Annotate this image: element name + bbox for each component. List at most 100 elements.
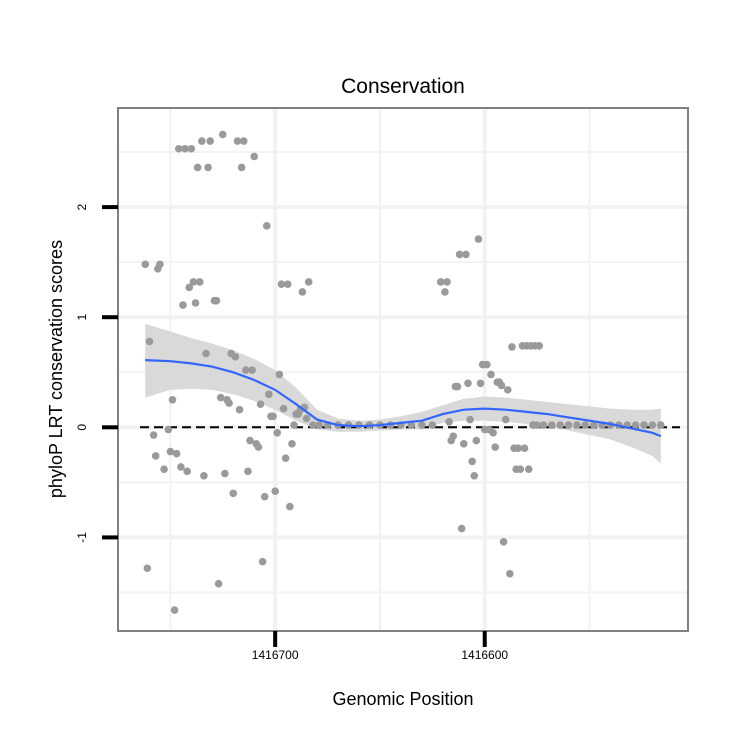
data-point <box>489 429 497 437</box>
plot-area: 1416700 1416600 -1 0 1 2 <box>75 107 689 662</box>
data-point <box>204 163 212 172</box>
chart-title: Conservation <box>341 75 465 98</box>
y-axis-label: phyloP LRT conservation scores <box>46 240 66 498</box>
smooth-trend-line <box>145 359 662 438</box>
data-point <box>198 137 206 145</box>
data-point <box>195 278 204 286</box>
data-point <box>242 366 250 374</box>
data-point <box>172 449 181 458</box>
data-point <box>200 471 208 480</box>
data-point <box>407 421 416 429</box>
data-point <box>443 278 451 286</box>
data-point <box>225 399 233 407</box>
data-point <box>564 421 573 429</box>
data-point <box>533 421 541 429</box>
data-point <box>656 421 665 429</box>
data-point <box>453 382 462 391</box>
data-point <box>457 524 466 533</box>
data-point <box>246 436 254 445</box>
data-point <box>143 564 152 573</box>
data-point <box>499 538 508 546</box>
data-point <box>497 381 506 390</box>
data-point <box>503 386 512 394</box>
data-point <box>191 299 200 307</box>
data-point <box>269 412 277 421</box>
data-point <box>556 421 564 429</box>
y-tick-label: 0 <box>75 424 89 431</box>
data-point <box>547 421 556 429</box>
data-point <box>474 235 483 243</box>
data-point <box>436 278 445 286</box>
data-point <box>290 421 298 429</box>
data-point <box>164 425 173 434</box>
data-point <box>506 569 514 578</box>
data-point <box>491 443 500 451</box>
data-point <box>239 137 248 145</box>
data-point <box>581 421 590 429</box>
data-point <box>235 405 244 414</box>
data-point <box>229 489 238 498</box>
data-point <box>520 444 529 453</box>
data-point <box>459 440 468 448</box>
data-point <box>216 393 225 402</box>
data-point <box>214 579 223 588</box>
data-point <box>202 349 210 358</box>
data-point <box>589 421 598 429</box>
data-point <box>160 465 168 473</box>
data-point <box>466 415 474 424</box>
plot-border <box>117 107 689 632</box>
y-tick-label: 2 <box>75 203 89 210</box>
data-point <box>237 163 246 172</box>
data-point <box>468 457 476 466</box>
data-point <box>156 260 164 269</box>
data-point <box>535 342 544 350</box>
data-point <box>449 432 458 440</box>
data-point <box>573 421 581 429</box>
data-point <box>539 421 548 429</box>
data-point <box>174 144 183 153</box>
data-point <box>428 421 437 429</box>
data-point <box>514 444 523 453</box>
data-point <box>187 144 196 153</box>
data-point <box>524 465 533 473</box>
data-point <box>149 431 158 439</box>
data-point <box>168 395 177 404</box>
data-point <box>275 370 284 379</box>
data-point <box>193 163 202 172</box>
data-point <box>298 288 307 296</box>
data-point <box>302 414 311 423</box>
data-point <box>279 404 288 413</box>
confidence-band <box>145 323 661 464</box>
data-point <box>470 471 479 480</box>
data-point <box>262 222 271 230</box>
data-point <box>177 463 185 471</box>
data-point <box>476 379 485 388</box>
data-point <box>472 436 481 445</box>
data-point <box>248 366 256 374</box>
data-point <box>455 250 464 259</box>
data-point <box>418 421 426 429</box>
data-point <box>256 400 265 408</box>
data-point <box>441 288 449 296</box>
data-point <box>145 337 154 346</box>
data-point <box>233 137 242 145</box>
data-point <box>166 447 175 456</box>
data-point <box>516 465 525 473</box>
data-point <box>179 301 187 309</box>
data-point <box>445 418 453 426</box>
x-tick-label: 1416600 <box>461 648 508 662</box>
data-point <box>250 152 259 161</box>
data-point <box>483 360 491 369</box>
data-point <box>288 440 296 448</box>
data-point <box>277 280 286 288</box>
data-point <box>631 421 640 429</box>
data-point <box>212 296 221 305</box>
data-point <box>648 421 657 429</box>
data-point <box>265 390 273 399</box>
data-point <box>640 421 648 429</box>
data-point <box>462 250 470 259</box>
data-point <box>273 429 282 437</box>
data-point <box>151 452 160 460</box>
data-point <box>244 467 252 476</box>
